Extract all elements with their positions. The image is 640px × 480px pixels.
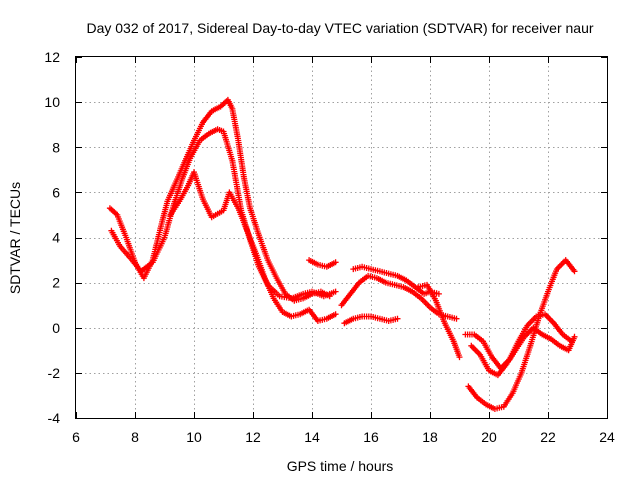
marker-trace xyxy=(468,324,578,379)
x-tick-label: 10 xyxy=(186,429,202,445)
y-tick-label: 8 xyxy=(52,139,60,155)
y-tick-label: 6 xyxy=(52,184,60,200)
marker-trace xyxy=(306,257,339,270)
x-tick-label: 24 xyxy=(599,429,615,445)
marker-trace xyxy=(415,281,463,361)
series-track-j xyxy=(462,311,575,372)
x-tick-label: 16 xyxy=(363,429,379,445)
y-tick-label: 12 xyxy=(44,49,60,65)
series-track-k xyxy=(468,324,578,379)
marker-trace xyxy=(462,311,575,372)
plot-frame xyxy=(75,56,608,419)
marker-trace xyxy=(465,257,578,412)
x-tick-label: 12 xyxy=(245,429,261,445)
x-tick-label: 22 xyxy=(540,429,556,445)
series-track-h xyxy=(415,281,463,361)
x-tick-label: 8 xyxy=(131,429,139,445)
series-track-c xyxy=(167,169,339,324)
series-track-d xyxy=(306,257,339,270)
y-axis-label: SDTVAR / TECUs xyxy=(7,182,23,294)
chart-title: Day 032 of 2017, Sidereal Day-to-day VTE… xyxy=(86,20,593,36)
series-track-g xyxy=(341,313,401,327)
marker-trace xyxy=(167,169,339,324)
x-axis-label: GPS time / hours xyxy=(287,458,394,474)
x-tick-label: 20 xyxy=(481,429,497,445)
marker-trace xyxy=(341,313,401,327)
grid xyxy=(76,57,607,418)
series-track-i xyxy=(465,257,578,412)
x-tick-label: 6 xyxy=(72,429,80,445)
y-tick-label: 2 xyxy=(52,275,60,291)
y-tick-label: 10 xyxy=(44,94,60,110)
y-tick-label: -4 xyxy=(48,410,61,426)
y-tick-label: -2 xyxy=(48,365,61,381)
x-tick-label: 18 xyxy=(422,429,438,445)
x-tick-label: 14 xyxy=(304,429,320,445)
y-tick-label: 4 xyxy=(52,230,60,246)
y-tick-label: 0 xyxy=(52,320,60,336)
data-points xyxy=(106,96,578,412)
